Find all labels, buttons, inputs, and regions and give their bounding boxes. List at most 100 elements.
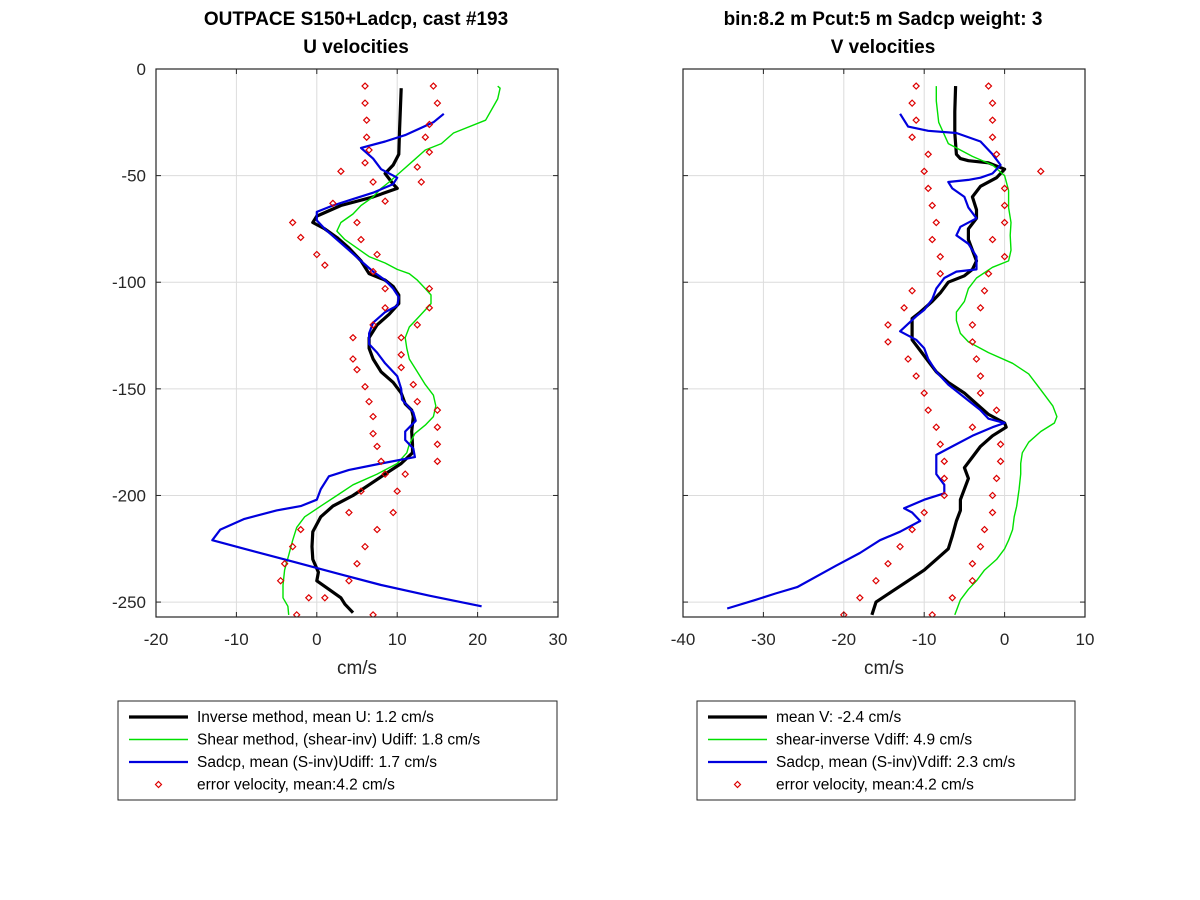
error-velocity-point [362,133,371,142]
error-velocity-point [1036,167,1045,176]
x-tick-label: -20 [144,630,169,649]
error-velocity-point [345,576,353,585]
error-velocity-point [992,474,1001,483]
error-velocity-point [932,218,941,227]
series-line-1 [282,85,501,615]
error-velocity-point [992,406,1001,415]
x-tick-label: 0 [312,630,321,649]
error-velocity-point [397,350,406,359]
error-velocity-point [361,542,369,551]
x-tick-label: 10 [1076,630,1095,649]
error-velocity-point [425,303,434,312]
error-velocity-point [433,99,442,107]
series-line-2 [211,112,482,608]
plot-area [211,82,501,617]
error-velocity-point [988,116,997,125]
y-tick-label: -100 [112,273,146,292]
legend-label: Inverse method, mean U: 1.2 cm/s [197,709,434,726]
error-velocity-point [429,82,438,90]
error-velocity-point [856,593,864,602]
series-line-0 [870,86,1008,616]
error-velocity-point [839,611,848,617]
series-line-1 [935,86,1058,616]
left-title-line1: OUTPACE S150+Ladcp, cast #193 [204,9,508,30]
error-velocity-point [413,163,422,171]
error-velocity-point [369,611,377,617]
x-axis-label: cm/s [337,658,377,679]
error-velocity-point [349,355,357,363]
error-velocity-point [968,576,977,585]
error-velocity-point [1000,184,1009,193]
error-velocity-point [401,470,410,478]
error-velocity-point [381,197,389,206]
error-velocity-point [932,423,941,432]
error-velocity-point [976,372,985,380]
error-velocity-point [433,457,442,466]
error-velocity-point [361,82,369,90]
error-velocity-point [884,338,892,346]
error-velocity-point [292,611,301,617]
right-title-line2: V velocities [831,37,936,58]
error-velocity-point [369,321,377,329]
error-velocity-point [996,457,1005,466]
y-tick-label: -50 [121,167,146,186]
error-velocity-point [369,429,377,438]
y-tick-label: 0 [137,60,146,79]
error-velocity-point [361,99,369,107]
error-velocity-point [304,593,313,602]
plot-area [726,82,1058,617]
error-velocity-point [940,457,949,466]
error-velocity-point [353,559,361,568]
error-velocity-point [377,457,385,466]
legend-label: Sadcp, mean (S-inv)Udiff: 1.7 cm/s [197,754,437,771]
error-velocity-point [329,199,337,208]
error-velocity-point [912,116,921,125]
error-velocity-point [972,355,981,363]
error-velocity-point [988,508,997,517]
error-velocity-point [369,178,377,186]
y-tick-label: -200 [112,486,146,505]
v-velocity-legend: mean V: -2.4 cm/s shear-inverse Vdiff: 4.… [696,700,1076,801]
error-velocity-point [936,269,945,278]
x-axis-label: cm/s [864,658,904,679]
error-velocity-point [397,363,406,372]
error-velocity-point [988,133,997,142]
error-velocity-point [988,99,997,107]
error-velocity-point [968,559,977,568]
error-velocity-point [381,470,389,478]
u-velocity-legend: Inverse method, mean U: 1.2 cm/s Shear me… [117,700,558,801]
error-velocity-point [417,178,426,186]
legend-label: error velocity, mean:4.2 cm/s [197,777,395,794]
error-velocity-point [896,542,904,551]
error-velocity-point [369,267,377,276]
error-velocity-point [433,406,442,415]
error-velocity-point [924,406,933,415]
legend-label: error velocity, mean:4.2 cm/s [776,777,974,794]
error-velocity-point [296,525,305,534]
legend-label: shear-inverse Vdiff: 4.9 cm/s [776,732,972,749]
error-velocity-point [288,542,297,551]
x-tick-label: 0 [1000,630,1009,649]
series-line-2 [726,113,1006,610]
error-velocity-point [980,286,989,295]
error-velocity-point [381,284,389,293]
error-velocity-point [365,397,373,406]
y-tick-label: -250 [112,593,146,612]
error-velocity-point [381,303,389,312]
axes-box [155,68,559,618]
error-velocity-point [320,593,329,602]
error-velocity-point [345,508,353,517]
error-velocity-point [312,250,321,259]
error-velocity-point [984,82,993,90]
error-velocity-point [413,397,422,406]
error-velocity-point [908,525,916,534]
error-velocity-point [362,116,371,125]
left-title-line2: U velocities [303,37,409,58]
series-line-0 [310,88,415,614]
error-velocity-point [928,611,937,617]
error-velocity-point [996,440,1005,449]
error-velocity-point [357,487,365,496]
error-velocity-point [433,440,442,449]
error-velocity-point [373,525,381,534]
